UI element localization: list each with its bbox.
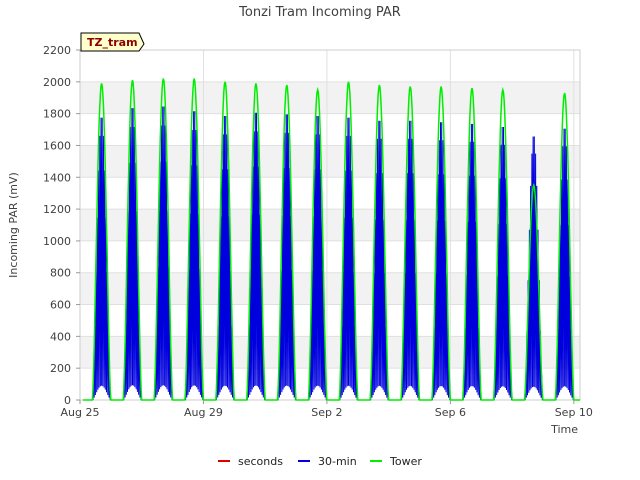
y-axis-ticks: 0 200 400 600 800 1000 1200 1400 1600 1800 2000 220… <box>43 44 80 407</box>
y-tick-label: 200 <box>50 362 71 375</box>
y-tick-label: 0 <box>64 394 71 407</box>
x-tick-label: Sep 6 <box>435 406 466 419</box>
y-tick-label: 400 <box>50 330 71 343</box>
chart-title: Tonzi Tram Incoming PAR <box>238 5 401 20</box>
series-layer <box>83 78 580 401</box>
y-tick-label: 1600 <box>43 139 71 152</box>
legend: seconds 30-min Tower <box>218 455 422 468</box>
y-tick-label: 2000 <box>43 76 71 89</box>
y-tick-label: 800 <box>50 267 71 280</box>
y-tick-label: 2200 <box>43 44 71 57</box>
plot-band <box>80 81 580 114</box>
site-badge-label: TZ_tram <box>87 36 138 49</box>
legend-label: Tower <box>389 455 422 468</box>
x-tick-label: Aug 25 <box>61 406 100 419</box>
y-tick-label: 1000 <box>43 235 71 248</box>
y-tick-label: 1400 <box>43 171 71 184</box>
y-tick-label: 1800 <box>43 108 71 121</box>
y-tick-label: 600 <box>50 299 71 312</box>
y-tick-label: 1200 <box>43 203 71 216</box>
x-tick-label: Sep 10 <box>555 406 593 419</box>
site-badge: TZ_tram <box>80 32 145 52</box>
x-tick-label: Sep 2 <box>311 406 342 419</box>
x-axis-label: Time <box>550 423 578 436</box>
series-line-tower <box>83 78 580 401</box>
y-axis-label: Incoming PAR (mV) <box>7 172 20 278</box>
legend-label: 30-min <box>318 455 357 468</box>
legend-label: seconds <box>238 455 283 468</box>
x-axis-ticks: Aug 25 Aug 29 Sep 2 Sep 6 Sep 10 <box>61 400 593 419</box>
x-tick-label: Aug 29 <box>184 406 223 419</box>
